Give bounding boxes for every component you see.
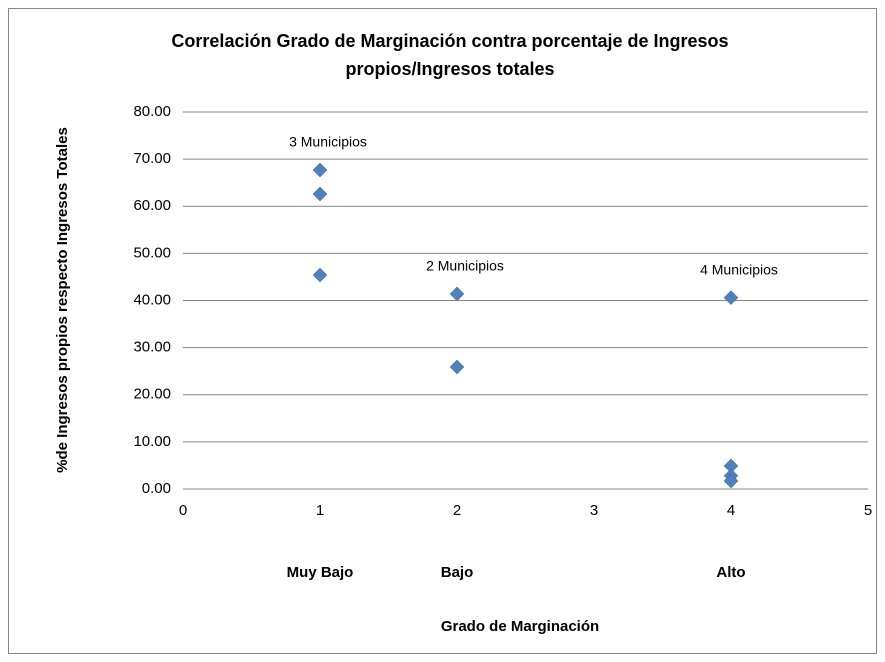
category-label: Bajo [441, 564, 474, 581]
y-tick-label: 80.00 [133, 103, 171, 120]
annotation: 2 Municipios [426, 258, 504, 274]
point [449, 286, 465, 302]
point [723, 473, 739, 489]
annotation: 4 Municipios [700, 261, 778, 277]
chart-title: propios/Ingresos totales [345, 59, 554, 79]
y-tick-label: 40.00 [133, 291, 171, 308]
category-label: Muy Bajo [287, 564, 354, 581]
y-tick-label: 20.00 [133, 386, 171, 403]
annotation: 3 Municipios [289, 134, 367, 150]
chart-frame [8, 8, 877, 654]
x-tick-label: 5 [864, 502, 872, 519]
y-tick-label: 10.00 [133, 433, 171, 450]
y-tick-label: 30.00 [133, 339, 171, 356]
category-label: Alto [716, 564, 745, 581]
point [449, 359, 465, 375]
y-tick-label: 0.00 [142, 480, 171, 497]
chart-title: Correlación Grado de Marginación contra … [171, 31, 728, 51]
x-tick-label: 4 [727, 502, 735, 519]
x-tick-label: 0 [179, 502, 187, 519]
y-tick-label: 50.00 [133, 244, 171, 261]
y-tick-label: 70.00 [133, 150, 171, 167]
y-axis-title: %de Ingresos propios respecto Ingresos T… [54, 127, 71, 473]
x-tick-label: 1 [316, 502, 324, 519]
point [723, 290, 739, 306]
point [312, 267, 328, 283]
point [312, 186, 328, 202]
x-axis-title: Grado de Marginación [441, 618, 599, 635]
x-tick-label: 2 [453, 502, 461, 519]
x-tick-label: 3 [590, 502, 598, 519]
point [312, 162, 328, 178]
y-tick-label: 60.00 [133, 197, 171, 214]
